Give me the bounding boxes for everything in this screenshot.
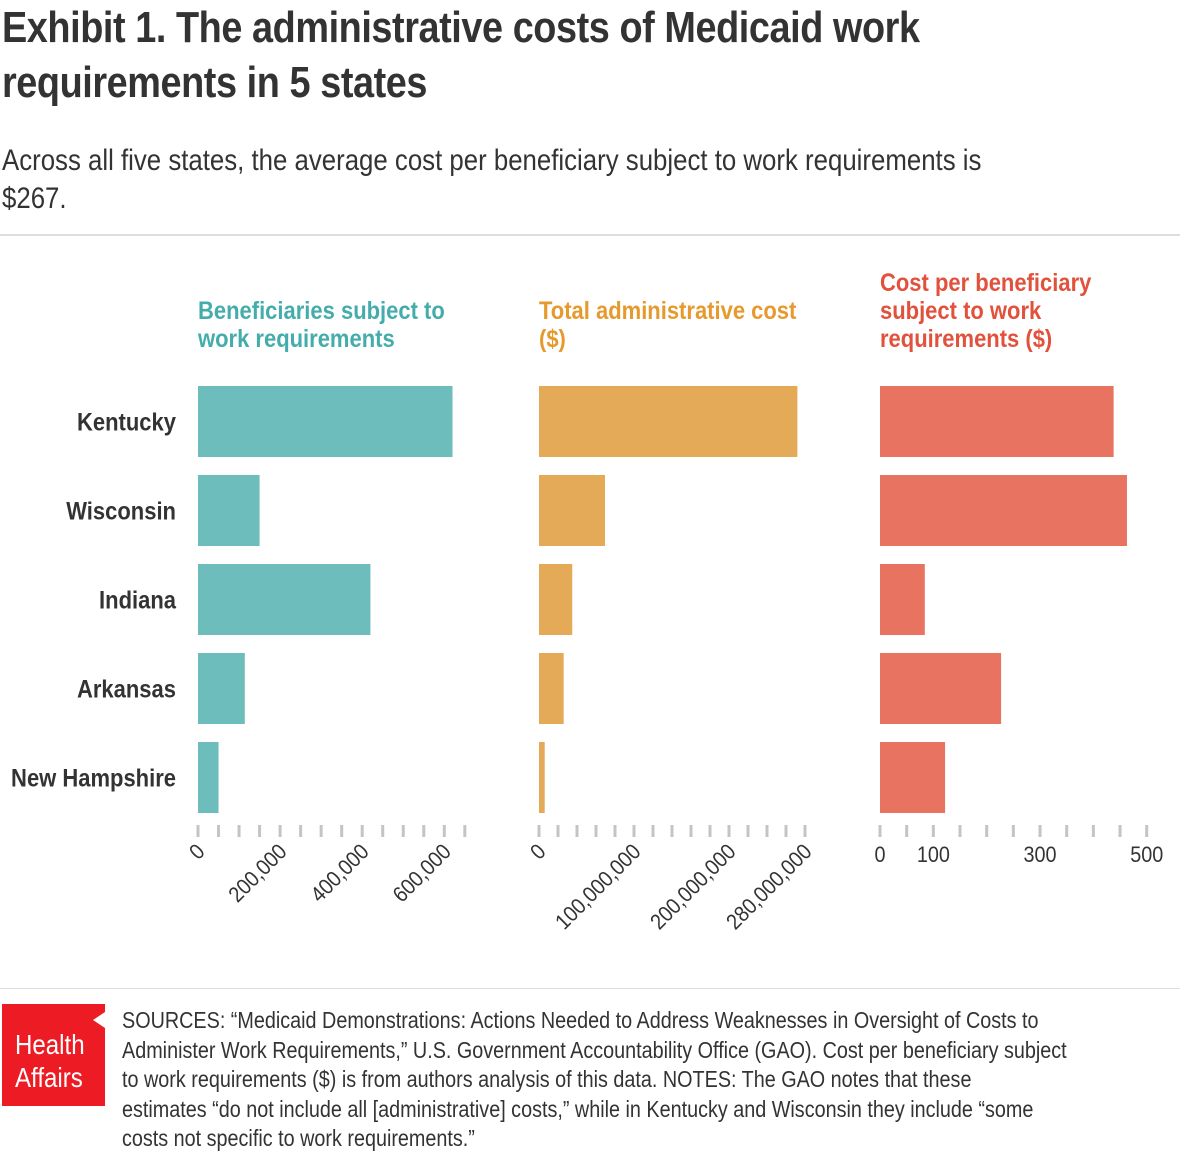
footer-line: Administer Work Requirements,” U.S. Gove… xyxy=(122,1036,1067,1063)
bar-arkansas xyxy=(198,653,245,724)
header-divider xyxy=(0,234,1180,236)
panel-title: Total administrative cost xyxy=(539,297,797,325)
chart-area: Kentucky Wisconsin Indiana Arkansas New Hamp… xyxy=(11,269,1163,935)
chart-title-line: Exhibit 1. The administrative costs of M… xyxy=(2,3,920,52)
chart-title: Exhibit 1. The administrative costs of M… xyxy=(2,0,1180,110)
logo-notch-icon xyxy=(93,1012,105,1028)
chart-subtitle-line: Across all five states, the average cost… xyxy=(2,144,982,177)
footer-line: estimates “do not include all [administr… xyxy=(122,1095,1034,1122)
tick-label: 0 xyxy=(185,840,210,865)
footer-divider xyxy=(0,988,1180,989)
tick-label: 200,000 xyxy=(224,840,292,908)
panel-title: Cost per beneficiary xyxy=(880,269,1091,297)
tick-label: 100 xyxy=(917,843,950,867)
footer-line: to work requirements ($) is from authors… xyxy=(122,1066,972,1092)
panel-title: subject to work xyxy=(880,297,1042,325)
chart-subtitle: Across all five states, the average cost… xyxy=(2,142,1146,218)
bar-wisconsin xyxy=(198,475,260,546)
panel-title: ($) xyxy=(539,325,566,353)
bar-wisconsin xyxy=(539,475,606,546)
tick-label: 400,000 xyxy=(306,840,374,908)
tick-label: 0 xyxy=(874,843,885,867)
bar-indiana xyxy=(539,564,573,635)
footer-notes: SOURCES: “Medicaid Demonstrations: Actio… xyxy=(122,1006,1180,1154)
panel-title: work requirements xyxy=(197,325,395,353)
bar-kentucky xyxy=(880,386,1114,457)
logo-line: Affairs xyxy=(15,1062,83,1093)
bar-wisconsin xyxy=(880,475,1127,546)
bar-arkansas xyxy=(539,653,564,724)
logo-line: Health xyxy=(15,1029,85,1060)
bar-indiana xyxy=(880,564,925,635)
chart-title-line: requirements in 5 states xyxy=(2,58,428,107)
panel-title: requirements ($) xyxy=(880,325,1052,353)
category-label: Kentucky xyxy=(77,408,176,436)
bar-new-hampshire xyxy=(198,742,219,813)
bar-indiana xyxy=(198,564,371,635)
bar-arkansas xyxy=(880,653,1002,724)
panel-title: Beneficiaries subject to xyxy=(198,297,445,325)
tick-label: 300 xyxy=(1024,843,1057,867)
bar-new-hampshire xyxy=(880,742,946,813)
bar-new-hampshire xyxy=(539,742,545,813)
category-label: Wisconsin xyxy=(66,497,176,525)
chart-subtitle-line: $267. xyxy=(2,182,67,215)
bar-kentucky xyxy=(198,386,453,457)
logo-text: Health Affairs xyxy=(15,1028,85,1094)
footer-line: SOURCES: “Medicaid Demonstrations: Actio… xyxy=(122,1007,1039,1033)
tick-label: 600,000 xyxy=(388,840,456,908)
category-label: Indiana xyxy=(99,586,177,614)
bar-kentucky xyxy=(539,386,798,457)
category-label: Arkansas xyxy=(77,675,176,703)
tick-label: 500 xyxy=(1130,843,1163,867)
health-affairs-logo: Health Affairs xyxy=(2,1004,105,1106)
tick-label: 0 xyxy=(526,840,551,865)
tick-label: 100,000,000 xyxy=(551,840,646,935)
category-label: New Hampshire xyxy=(11,764,176,792)
footer-line: costs not specific to work requirements.… xyxy=(122,1125,475,1151)
